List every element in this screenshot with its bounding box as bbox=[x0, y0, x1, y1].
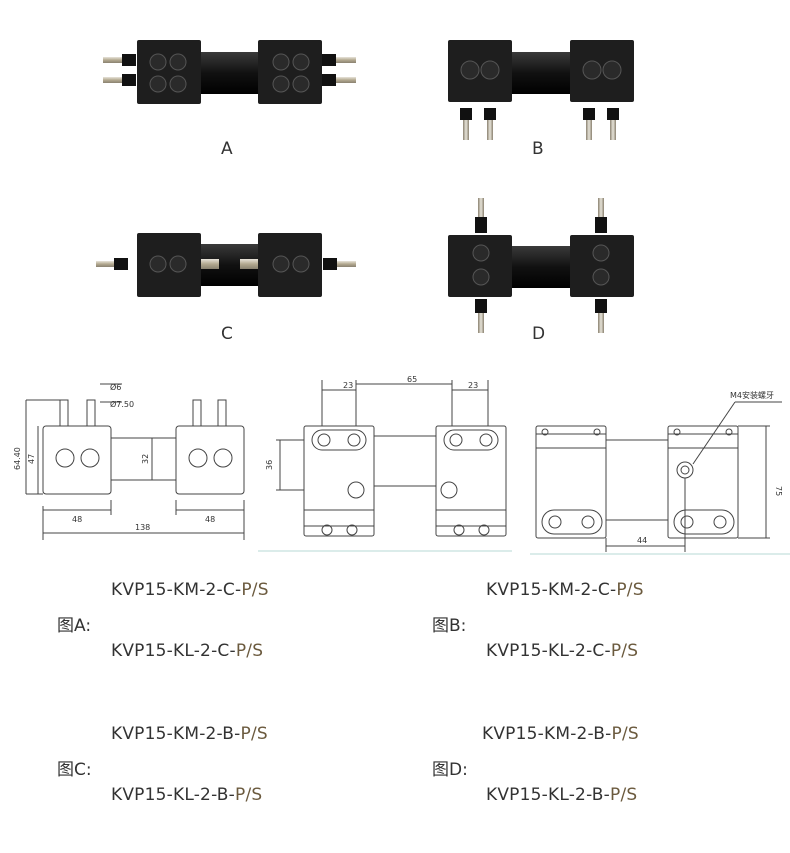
spec-d-model-2: KVP15-KL-2-B-P/S bbox=[486, 785, 638, 805]
spec-b-model-1: KVP15-KM-2-C-P/S bbox=[486, 580, 644, 600]
dim-65: 65 bbox=[407, 375, 417, 384]
top-view-drawing bbox=[276, 380, 507, 537]
pump-view-b bbox=[448, 40, 634, 140]
spec-c-model-1: KVP15-KM-2-B-P/S bbox=[111, 724, 268, 744]
view-label-a: A bbox=[221, 139, 233, 159]
spec-a-figure-label: 图A: bbox=[57, 616, 92, 636]
dim-32: 32 bbox=[141, 454, 150, 464]
technical-drawings: Ø6 Ø7.50 64.40 47 32 48 48 138 23 65 23 … bbox=[13, 375, 790, 555]
dim-47: 47 bbox=[27, 454, 36, 464]
dim-44: 44 bbox=[637, 536, 647, 545]
dim-75: 75 bbox=[774, 486, 783, 496]
view-label-c: C bbox=[221, 324, 233, 344]
pump-view-c bbox=[96, 233, 356, 297]
pump-view-a bbox=[103, 40, 356, 104]
spec-d-model-1: KVP15-KM-2-B-P/S bbox=[482, 724, 639, 744]
view-label-b: B bbox=[532, 139, 544, 159]
spec-c-figure-label: 图C: bbox=[57, 760, 92, 780]
dim-6440: 64.40 bbox=[13, 447, 22, 470]
view-label-d: D bbox=[532, 324, 546, 344]
dim-36: 36 bbox=[265, 460, 274, 470]
side-view-drawing bbox=[535, 401, 782, 552]
spec-c-model-2: KVP15-KL-2-B-P/S bbox=[111, 785, 263, 805]
front-view-drawing bbox=[25, 383, 245, 540]
spec-d-figure-label: 图D: bbox=[432, 760, 468, 780]
spec-a-model-2: KVP15-KL-2-C-P/S bbox=[111, 641, 264, 661]
dim-m4-thread: M4安装螺牙 bbox=[730, 390, 774, 400]
spec-a-model-1: KVP15-KM-2-C-P/S bbox=[111, 580, 269, 600]
dim-23a: 23 bbox=[343, 381, 353, 390]
dim-48a: 48 bbox=[72, 515, 82, 524]
dim-phi750: Ø7.50 bbox=[110, 399, 134, 409]
dim-23b: 23 bbox=[468, 381, 478, 390]
dim-48b: 48 bbox=[205, 515, 215, 524]
dim-138: 138 bbox=[135, 523, 150, 532]
spec-b-figure-label: 图B: bbox=[432, 616, 467, 636]
pump-view-d bbox=[448, 198, 634, 333]
dim-phi6: Ø6 bbox=[110, 382, 121, 392]
product-renders bbox=[96, 40, 634, 333]
spec-b-model-2: KVP15-KL-2-C-P/S bbox=[486, 641, 639, 661]
